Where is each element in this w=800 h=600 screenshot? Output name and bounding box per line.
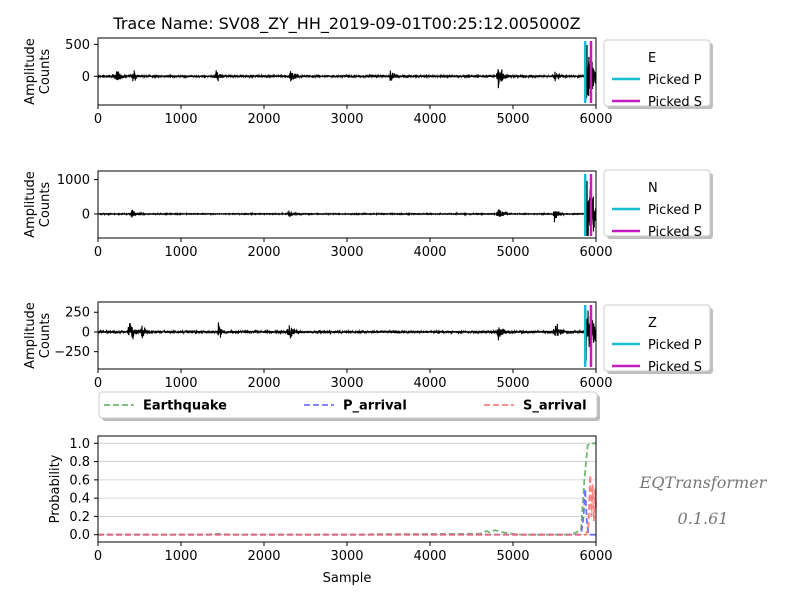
- probability-ytick-label-1: 0.2: [69, 510, 90, 525]
- probability-ylabel: Probability: [48, 454, 63, 523]
- probability-legend-label-1: P_arrival: [343, 399, 407, 414]
- panel-E-ytick-label-1: 500: [65, 38, 90, 53]
- probability-xtick-label-2: 2000: [247, 549, 280, 564]
- panel-E-legend-label-2: Picked S: [648, 95, 702, 110]
- panel-E-ytick-label-0: 0: [82, 70, 90, 85]
- probability-legend: [98, 391, 598, 419]
- panel-E-xtick-label-0: 0: [94, 112, 102, 127]
- panel-E-legend: [603, 39, 711, 107]
- panel-Z-legend: [603, 304, 711, 372]
- panel-E-xtick-label-6: 6000: [579, 112, 612, 127]
- probability-xtick-label-0: 0: [94, 549, 102, 564]
- panel-N-xtick-label-6: 6000: [579, 245, 612, 260]
- probability-ylabel-text: Probability: [48, 454, 63, 523]
- panel-N-waveform: [97, 180, 597, 237]
- panel-Z-legend-label-0: Z: [648, 316, 657, 331]
- probability-legend-label-2: S_arrival: [523, 399, 587, 414]
- panel-E-xtick-label-1: 1000: [164, 112, 197, 127]
- panel-N-legend-label-0: N: [648, 181, 658, 196]
- probability-xtick-label-3: 3000: [330, 549, 363, 564]
- panel-E-frame: [97, 37, 597, 106]
- panel-N-xtick-label-4: 4000: [413, 245, 446, 260]
- panel-N-ytick-label-1: 1000: [57, 173, 90, 188]
- watermark-name: EQTransformer: [639, 473, 768, 492]
- panel-Z-xtick-label-6: 6000: [579, 376, 612, 391]
- panel-N-xtick-label-0: 0: [94, 245, 102, 260]
- panel-N-frame: [97, 170, 597, 239]
- panel-N-ylabel-line-1: Counts: [38, 182, 53, 228]
- panel-E-xtick-label-5: 5000: [496, 112, 529, 127]
- panel-N-legend-label-1: Picked P: [648, 203, 702, 218]
- probability-ytick-label-2: 0.4: [69, 492, 90, 507]
- panel-N-ylabel: Amplitude Counts: [23, 171, 53, 238]
- panel-Z-xtick-label-0: 0: [94, 376, 102, 391]
- probability-ytick-label-4: 0.8: [69, 455, 90, 470]
- probability-series-P_arrival: [98, 488, 596, 536]
- panel-Z-xtick-label-4: 4000: [413, 376, 446, 391]
- probability-ytick-label-3: 0.6: [69, 473, 90, 488]
- probability-series-Earthquake: [98, 442, 596, 536]
- panel-N-xtick-label-3: 3000: [330, 245, 363, 260]
- probability-xtick-label-6: 6000: [579, 549, 612, 564]
- probability-xlabel: Sample: [323, 571, 372, 586]
- probability-frame: [97, 435, 597, 543]
- probability-ytick-label-5: 1.0: [69, 437, 90, 452]
- probability-xtick-label-5: 5000: [496, 549, 529, 564]
- panel-Z-frame: [97, 301, 597, 370]
- panel-Z-ylabel-line-1: Counts: [38, 313, 53, 359]
- panel-Z-xtick-label-1: 1000: [164, 376, 197, 391]
- panel-E-ylabel-line-1: Counts: [38, 49, 53, 95]
- panel-Z-waveform: [97, 309, 597, 361]
- panel-E-xtick-label-3: 3000: [330, 112, 363, 127]
- panel-E-xtick-label-2: 2000: [247, 112, 280, 127]
- panel-Z-ylabel-line-0: Amplitude: [23, 302, 38, 369]
- panel-Z-ytick-label-1: 0: [82, 325, 90, 340]
- panel-N-ytick-label-0: 0: [82, 207, 90, 222]
- panel-Z-legend-label-2: Picked S: [648, 360, 702, 375]
- panel-E-ylabel-line-0: Amplitude: [23, 38, 38, 105]
- panel-Z-ytick-label-2: 250: [65, 306, 90, 321]
- probability-ytick-label-0: 0.0: [69, 528, 90, 543]
- probability-legend-label-0: Earthquake: [143, 399, 227, 414]
- panel-E-waveform: [97, 44, 597, 104]
- panel-N-legend-label-2: Picked S: [648, 225, 702, 240]
- panel-Z-ylabel: Amplitude Counts: [23, 302, 53, 369]
- probability-xtick-label-4: 4000: [413, 549, 446, 564]
- probability-series-S_arrival: [98, 475, 597, 536]
- panel-N-xtick-label-5: 5000: [496, 245, 529, 260]
- panel-E-xtick-label-4: 4000: [413, 112, 446, 127]
- panel-N-xtick-label-1: 1000: [164, 245, 197, 260]
- panel-Z-legend-label-1: Picked P: [648, 338, 702, 353]
- panel-N-xtick-label-2: 2000: [247, 245, 280, 260]
- panel-Z-xtick-label-3: 3000: [330, 376, 363, 391]
- panel-E-legend-label-1: Picked P: [648, 73, 702, 88]
- panel-E-ylabel: Amplitude Counts: [23, 38, 53, 105]
- panel-Z-xtick-label-5: 5000: [496, 376, 529, 391]
- watermark-version: 0.1.61: [678, 509, 729, 528]
- probability-xtick-label-1: 1000: [164, 549, 197, 564]
- chart-title: Trace Name: SV08_ZY_HH_2019-09-01T00:25:…: [112, 14, 580, 34]
- panel-E-legend-label-0: E: [648, 51, 656, 66]
- panel-Z-xtick-label-2: 2000: [247, 376, 280, 391]
- panel-N-legend: [603, 169, 711, 237]
- panel-Z-ytick-label-0: −250: [54, 345, 90, 360]
- panel-N-ylabel-line-0: Amplitude: [23, 171, 38, 238]
